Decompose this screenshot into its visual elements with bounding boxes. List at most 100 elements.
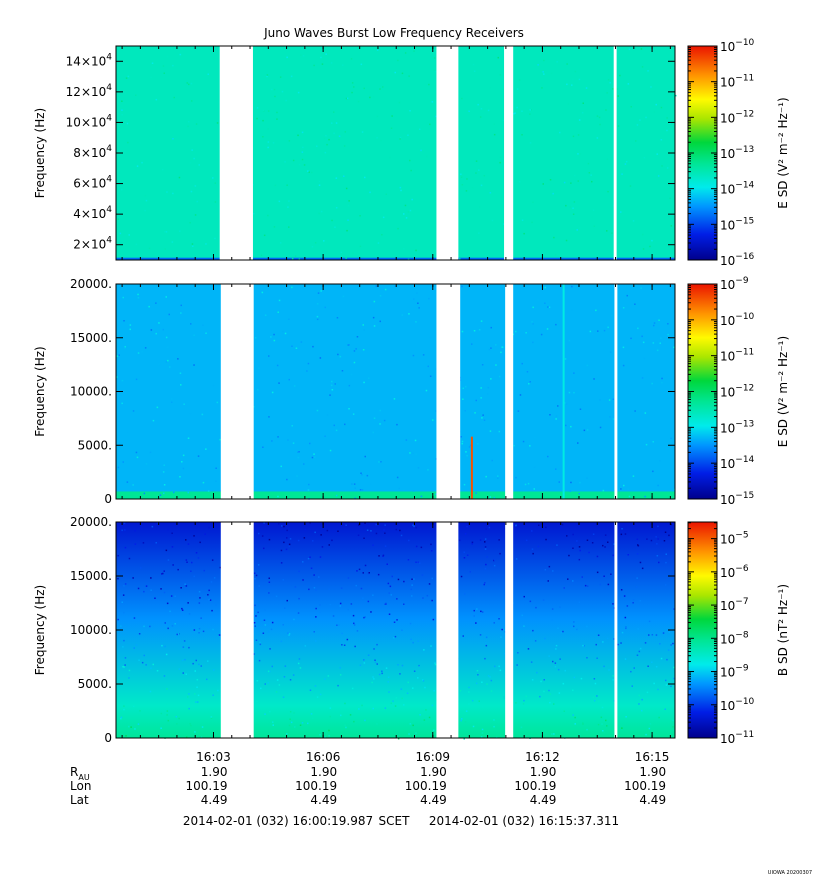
ephemeris-value: 1.90 xyxy=(310,765,337,779)
ephemeris-value: 4.49 xyxy=(530,793,557,807)
panel-middle: 0 5000. 10000. 15000. 20000. Frequency (Hz) 10… xyxy=(33,276,790,507)
y-tick-label: 20000. xyxy=(70,515,112,529)
x-tick-label: 16:15 xyxy=(635,750,670,764)
data-gap xyxy=(505,521,514,739)
colorbar-tick-label: 10−10 xyxy=(720,38,755,54)
emission-spike xyxy=(470,436,473,499)
panel-top: 2×104 4×104 6×104 8×104 10×104 12×104 14×104 Fr… xyxy=(33,38,790,268)
data-gap xyxy=(504,45,514,261)
y-tick-label: 8×104 xyxy=(73,144,112,160)
y-tick-label: 10×104 xyxy=(66,113,113,129)
colorbar-tick-label: 10−7 xyxy=(720,597,749,613)
colorbar-tick-label: 10−10 xyxy=(720,312,755,328)
data-gap xyxy=(436,45,459,261)
x-tick-label: 16:03 xyxy=(196,750,231,764)
y-tick-label: 15000. xyxy=(70,569,112,583)
time-axis-labels: 16:03 16:06 16:09 16:12 16:15 xyxy=(196,750,669,764)
data-gap xyxy=(436,283,461,500)
colorbar-tick-label: 10−15 xyxy=(720,491,754,507)
colorbar-tick-label: 10−16 xyxy=(720,252,755,268)
colorbar-tick-label: 10−13 xyxy=(720,419,754,435)
y-axis-label: Frequency (Hz) xyxy=(33,346,47,437)
ephemeris-value: 100.19 xyxy=(185,779,227,793)
y-tick-label: 10000. xyxy=(70,623,112,637)
ephemeris-value: 1.90 xyxy=(420,765,447,779)
colorbar-label: B SD (nT² Hz⁻¹) xyxy=(776,584,790,676)
data-gap xyxy=(219,45,253,261)
colorbar-tick-label: 10−12 xyxy=(720,384,754,400)
ephemeris-value: 4.49 xyxy=(420,793,447,807)
y-axis-label: Frequency (Hz) xyxy=(33,585,47,676)
colorbar-tick-label: 10−14 xyxy=(720,455,755,471)
data-gap xyxy=(220,283,254,500)
colorbar-tick-label: 10−11 xyxy=(720,348,754,364)
ephemeris-row-label: Lon xyxy=(70,779,91,793)
footer-end-time: 2014-02-01 (032) 16:15:37.311 xyxy=(429,814,619,828)
ephemeris-value: 100.19 xyxy=(514,779,556,793)
ephemeris-value: 100.19 xyxy=(405,779,447,793)
colorbar-tick-label: 10−9 xyxy=(720,664,749,680)
x-tick-label: 16:09 xyxy=(415,750,450,764)
x-tick-label: 16:12 xyxy=(525,750,560,764)
emission-spike xyxy=(562,284,565,499)
ephemeris-value: 4.49 xyxy=(201,793,228,807)
spectrogram-field xyxy=(116,46,675,260)
y-tick-label: 0 xyxy=(104,492,112,506)
low-frequency-band xyxy=(116,491,675,499)
colorbar: 10−11 10−10 10−9 10−8 10−7 10−6 10−5 B SD (nT² … xyxy=(687,521,790,746)
y-tick-label: 4×104 xyxy=(73,205,112,221)
colorbar: 10−16 10−15 10−14 10−13 10−12 10−11 10−10 E SD … xyxy=(687,38,790,268)
y-tick-label: 6×104 xyxy=(73,175,112,191)
data-gap xyxy=(614,521,618,739)
ephemeris-row-label: Lat xyxy=(70,793,89,807)
data-gap xyxy=(614,283,618,500)
colorbar-tick-label: 10−15 xyxy=(720,216,754,232)
y-tick-label: 12×104 xyxy=(66,83,113,99)
y-axis-label: Frequency (Hz) xyxy=(33,108,47,199)
data-gap xyxy=(436,521,459,739)
ephemeris-value: 1.90 xyxy=(530,765,557,779)
y-tick-label: 0 xyxy=(104,731,112,745)
ephemeris-value: 4.49 xyxy=(639,793,666,807)
x-tick-label: 16:06 xyxy=(306,750,341,764)
low-frequency-band xyxy=(116,257,675,260)
chart-title: Juno Waves Burst Low Frequency Receivers xyxy=(263,26,524,40)
spectrogram-panels: 2×104 4×104 6×104 8×104 10×104 12×104 14×104 Fr… xyxy=(33,38,790,746)
noise-texture xyxy=(116,284,676,500)
y-tick-label: 15000. xyxy=(70,331,112,345)
version-stamp: UIOWA 20200307 xyxy=(768,870,812,876)
ephemeris-table: RAU 1.90 1.90 1.90 1.90 1.90 Lon 100.19 100.19 10… xyxy=(70,765,666,807)
colorbar-tick-label: 10−12 xyxy=(720,109,754,125)
spectrogram-field xyxy=(116,284,675,499)
colorbar-label: E SD (V² m⁻² Hz⁻¹) xyxy=(776,336,790,447)
ephemeris-value: 1.90 xyxy=(639,765,666,779)
y-tick-label: 5000. xyxy=(78,677,112,691)
y-tick-label: 20000. xyxy=(70,277,112,291)
y-tick-label: 5000. xyxy=(78,438,112,452)
ephemeris-value: 100.19 xyxy=(295,779,337,793)
y-tick-label: 10000. xyxy=(70,385,112,399)
y-tick-label: 14×104 xyxy=(66,52,113,68)
y-tick-label: 2×104 xyxy=(73,236,112,252)
footer-start-time: 2014-02-01 (032) 16:00:19.987 xyxy=(183,814,373,828)
ephemeris-row-label: RAU xyxy=(70,765,90,782)
colorbar-label: E SD (V² m⁻² Hz⁻¹) xyxy=(776,97,790,208)
footer-scet-label: SCET xyxy=(379,814,411,828)
ephemeris-value: 1.90 xyxy=(201,765,228,779)
spectrogram-field xyxy=(116,522,675,738)
ephemeris-value: 4.49 xyxy=(310,793,337,807)
colorbar-tick-label: 10−14 xyxy=(720,181,755,197)
colorbar-tick-label: 10−8 xyxy=(720,630,749,646)
colorbar-tick-label: 10−5 xyxy=(720,531,749,547)
colorbar-tick-label: 10−6 xyxy=(720,564,749,580)
data-gap xyxy=(505,283,514,500)
colorbar-tick-label: 10−13 xyxy=(720,145,754,161)
colorbar-tick-label: 10−10 xyxy=(720,697,755,713)
panel-bottom: 0 5000. 10000. 15000. 20000. Frequency (Hz) 10… xyxy=(33,515,790,746)
colorbar-tick-label: 10−11 xyxy=(720,730,754,746)
data-gap xyxy=(220,521,254,739)
colorbar-tick-label: 10−11 xyxy=(720,74,754,90)
data-gap xyxy=(613,45,617,261)
colorbar-tick-label: 10−9 xyxy=(720,276,749,292)
